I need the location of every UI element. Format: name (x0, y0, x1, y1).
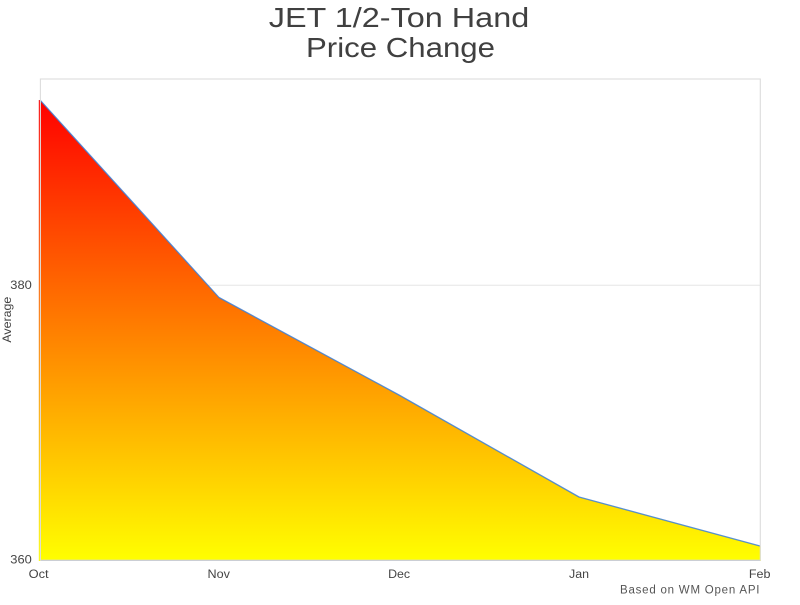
svg-text:360: 360 (10, 554, 32, 566)
svg-text:Average: Average (2, 297, 14, 343)
svg-text:Price Change: Price Change (306, 32, 495, 63)
svg-text:Based on WM Open API: Based on WM Open API (620, 584, 760, 596)
svg-text:Nov: Nov (208, 569, 231, 581)
svg-text:Jan: Jan (569, 569, 589, 581)
svg-text:380: 380 (10, 280, 32, 292)
svg-text:Feb: Feb (749, 569, 771, 581)
svg-text:JET 1/2-Ton Hand: JET 1/2-Ton Hand (269, 2, 530, 33)
svg-text:Dec: Dec (388, 569, 410, 581)
svg-text:Oct: Oct (29, 569, 50, 581)
